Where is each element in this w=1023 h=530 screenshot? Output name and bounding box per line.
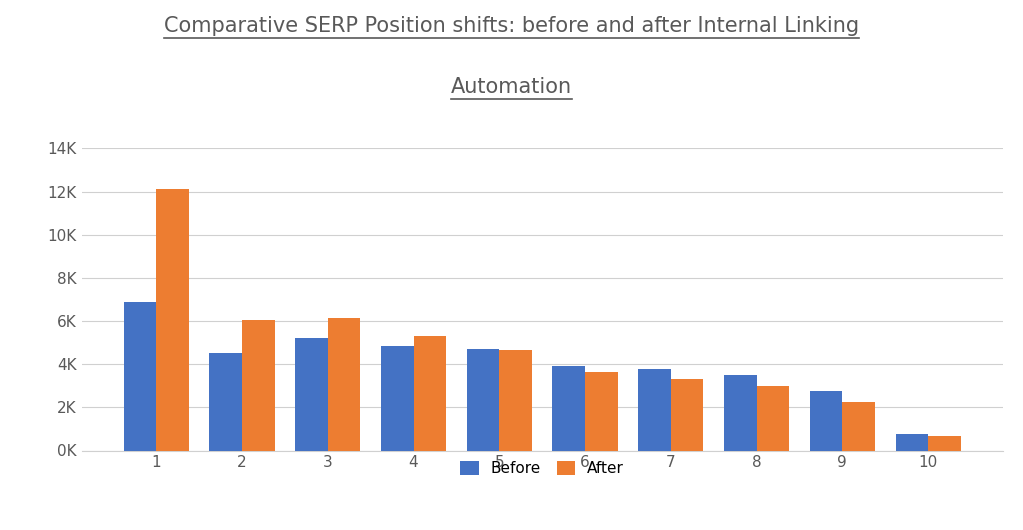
- Bar: [810, 391, 842, 450]
- Bar: [296, 338, 327, 450]
- Bar: [242, 320, 274, 450]
- Bar: [210, 354, 242, 450]
- Bar: [724, 375, 757, 450]
- Bar: [124, 302, 157, 450]
- Bar: [466, 349, 499, 450]
- Bar: [413, 336, 446, 450]
- Bar: [381, 346, 413, 450]
- Text: Automation: Automation: [451, 77, 572, 97]
- Bar: [638, 368, 671, 450]
- Bar: [552, 366, 585, 450]
- Bar: [157, 189, 189, 450]
- Bar: [895, 434, 928, 450]
- Bar: [499, 350, 532, 450]
- Bar: [327, 318, 360, 450]
- Legend: Before, After: Before, After: [454, 455, 630, 482]
- Bar: [757, 386, 789, 450]
- Text: Comparative SERP Position shifts: before and after Internal Linking: Comparative SERP Position shifts: before…: [164, 16, 859, 36]
- Bar: [842, 402, 875, 450]
- Bar: [671, 379, 704, 450]
- Bar: [928, 437, 961, 450]
- Bar: [585, 372, 618, 450]
